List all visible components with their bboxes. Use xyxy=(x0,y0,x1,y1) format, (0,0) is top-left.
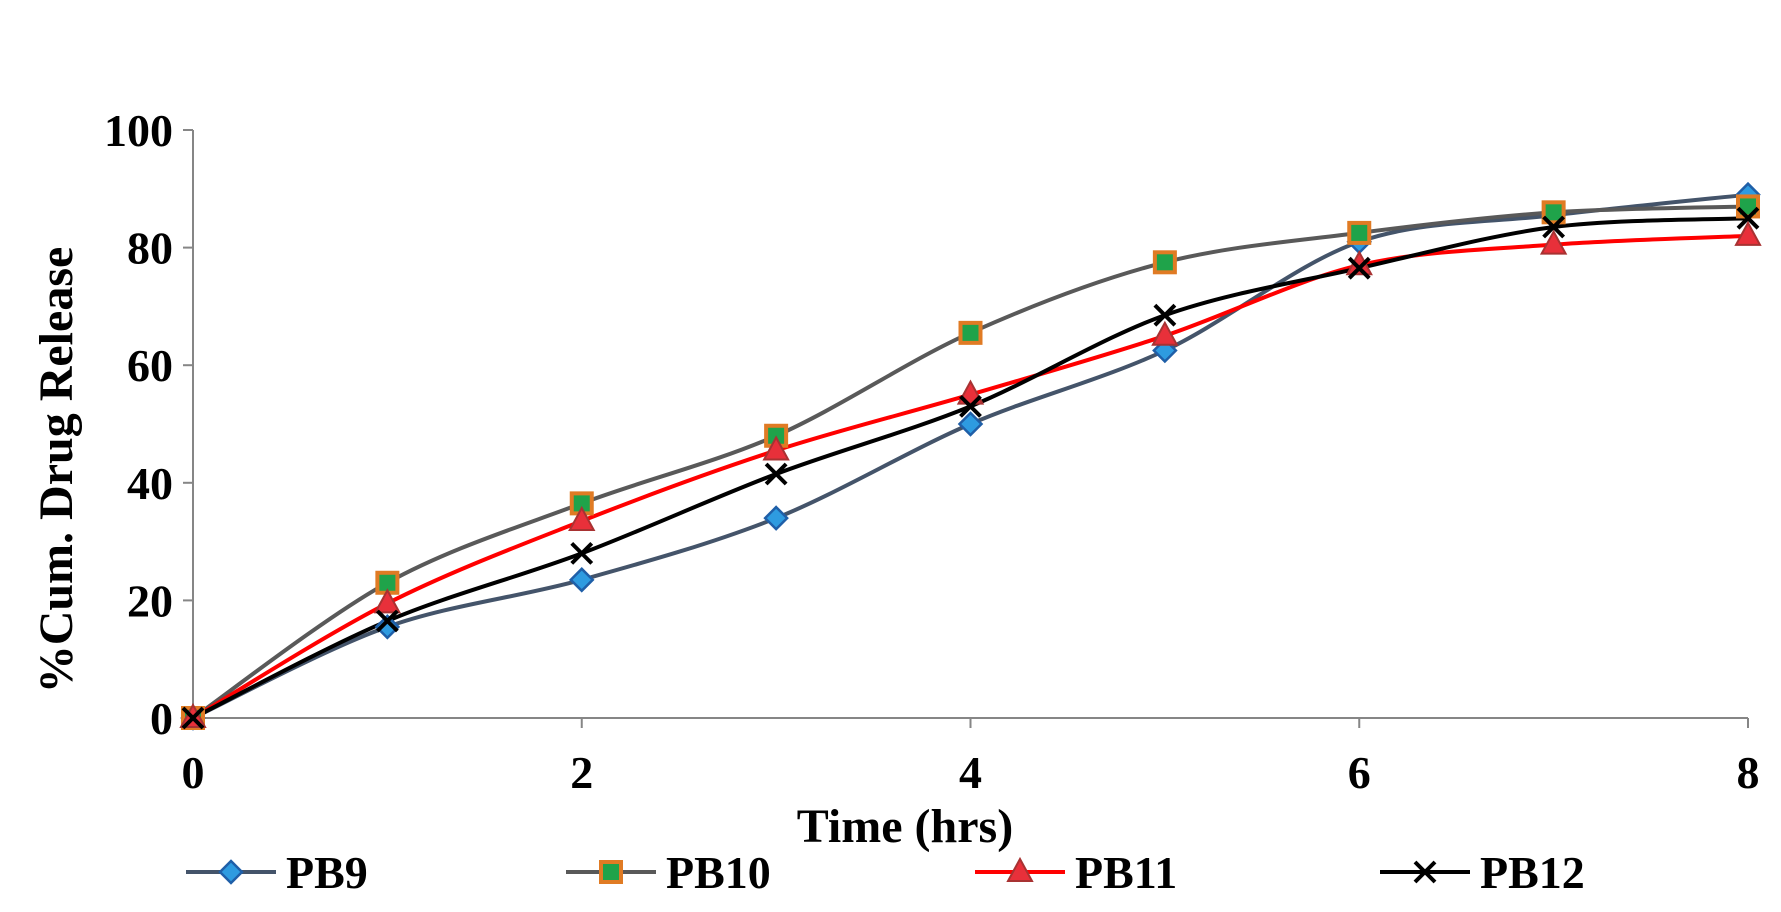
x-axis-title: Time (hrs) xyxy=(797,800,1013,853)
legend-item-pb9: PB9 xyxy=(186,847,368,898)
y-axis-title: %Cum. Drug Release xyxy=(30,247,83,694)
y-tick-label: 0 xyxy=(150,693,173,744)
legend-item-pb10: PB10 xyxy=(566,847,771,898)
y-tick-label: 60 xyxy=(127,340,173,391)
data-point-pb12 xyxy=(1542,215,1566,239)
data-point-pb12 xyxy=(570,541,594,565)
data-point-pb9 xyxy=(568,567,595,593)
legend-marker xyxy=(1006,856,1034,882)
legend-marker xyxy=(218,859,244,885)
y-tick-label: 80 xyxy=(127,223,173,274)
legend-item-pb12: PB12 xyxy=(1380,847,1585,898)
data-point-pb9 xyxy=(763,505,789,531)
legend-label: PB11 xyxy=(1075,847,1177,898)
data-point-pb12 xyxy=(764,462,788,486)
legend: PB9 PB10 PB11 PB12 xyxy=(186,847,1585,898)
series-line-pb10 xyxy=(191,204,1749,720)
y-tick-label: 40 xyxy=(127,458,173,509)
data-point-pb12 xyxy=(181,706,205,730)
x-tick-label: 2 xyxy=(570,747,593,798)
y-tick-label: 20 xyxy=(127,575,173,626)
x-tick-label: 8 xyxy=(1737,747,1760,798)
data-point-pb10 xyxy=(1541,200,1566,225)
y-tick-label: 100 xyxy=(104,105,173,156)
legend-label: PB10 xyxy=(666,847,771,898)
data-point-pb12 xyxy=(1153,303,1177,327)
legend-label: PB12 xyxy=(1480,847,1585,898)
data-point-pb10 xyxy=(958,320,983,345)
data-point-pb9 xyxy=(957,411,984,437)
legend-marker xyxy=(599,860,623,884)
data-point-pb12 xyxy=(959,394,982,418)
data-point-pb12 xyxy=(1347,256,1371,280)
x-tick-label: 0 xyxy=(182,747,205,798)
legend-item-pb11: PB11 xyxy=(975,847,1177,898)
data-point-pb11 xyxy=(1151,320,1179,346)
legend-label: PB9 xyxy=(286,847,368,898)
data-point-pb11 xyxy=(373,588,402,614)
data-point-pb10 xyxy=(1347,220,1372,245)
plot-area: 0 20 40 60 80 100 0 2 4 6 8 xyxy=(104,105,1762,798)
data-point-pb11 xyxy=(568,505,596,532)
data-point-pb12 xyxy=(1736,206,1760,230)
x-tick-label: 6 xyxy=(1348,747,1371,798)
series-line-pb9 xyxy=(192,192,1749,720)
series-line-pb11 xyxy=(191,233,1749,720)
data-point-pb11 xyxy=(1539,229,1568,255)
series-line-pb12 xyxy=(192,216,1749,720)
data-point-pb10 xyxy=(1152,250,1177,275)
data-point-pb12 xyxy=(375,609,399,633)
data-point-pb9 xyxy=(374,614,401,640)
data-point-pb11 xyxy=(1734,220,1762,246)
data-point-pb11 xyxy=(762,435,790,461)
x-tick-label: 4 xyxy=(959,747,982,798)
legend-marker xyxy=(1413,860,1437,884)
